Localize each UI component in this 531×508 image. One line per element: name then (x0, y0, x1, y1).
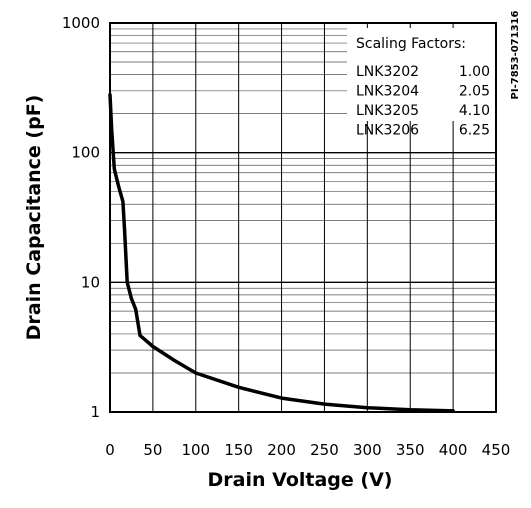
y-tick-label: 1 (90, 403, 100, 421)
capacitance-curve (108, 92, 455, 413)
legend-background (347, 28, 495, 121)
y-tick-label: 10 (81, 273, 100, 291)
x-tick-label: 200 (267, 441, 296, 459)
x-tick-labels: 0 50 100 150 200 250 300 350 400 450 (105, 441, 510, 459)
legend-factor-value: 4.10 (459, 103, 490, 119)
x-tick-label: 150 (224, 441, 253, 459)
legend-part-label: LNK3206 (356, 123, 419, 139)
x-tick-label: 350 (396, 441, 425, 459)
x-tick-label: 300 (353, 441, 382, 459)
legend-title: Scaling Factors: (356, 36, 466, 52)
x-tick-label: 400 (439, 441, 468, 459)
plot-frame (109, 22, 497, 413)
x-tick-label: 50 (143, 441, 162, 459)
series-layer (108, 92, 455, 413)
x-tick-label: 250 (310, 441, 339, 459)
legend-factor-value: 1.00 (459, 64, 490, 80)
y-tick-label: 1000 (62, 14, 100, 32)
y-tick-label: 100 (71, 144, 100, 162)
x-axis-title: Drain Voltage (V) (208, 469, 393, 491)
legend-factor-value: 6.25 (459, 123, 490, 139)
legend-rows: LNK3202 1.00 LNK3204 2.05 LNK3205 4.10 LNK3206… (356, 64, 490, 139)
legend-part-label: LNK3205 (356, 103, 419, 119)
figure-id: PI-7853-071316 (510, 10, 521, 99)
x-tick-label: 450 (482, 441, 511, 459)
legend-part-label: LNK3204 (356, 84, 419, 100)
x-tick-label: 0 (105, 441, 115, 459)
legend-factor-value: 2.05 (459, 84, 490, 100)
y-tick-labels: 1 10 100 1000 (62, 14, 100, 421)
x-tick-label: 100 (181, 441, 210, 459)
legend-part-label: LNK3202 (356, 64, 419, 80)
y-axis-title: Drain Capacitance (pF) (23, 95, 45, 341)
